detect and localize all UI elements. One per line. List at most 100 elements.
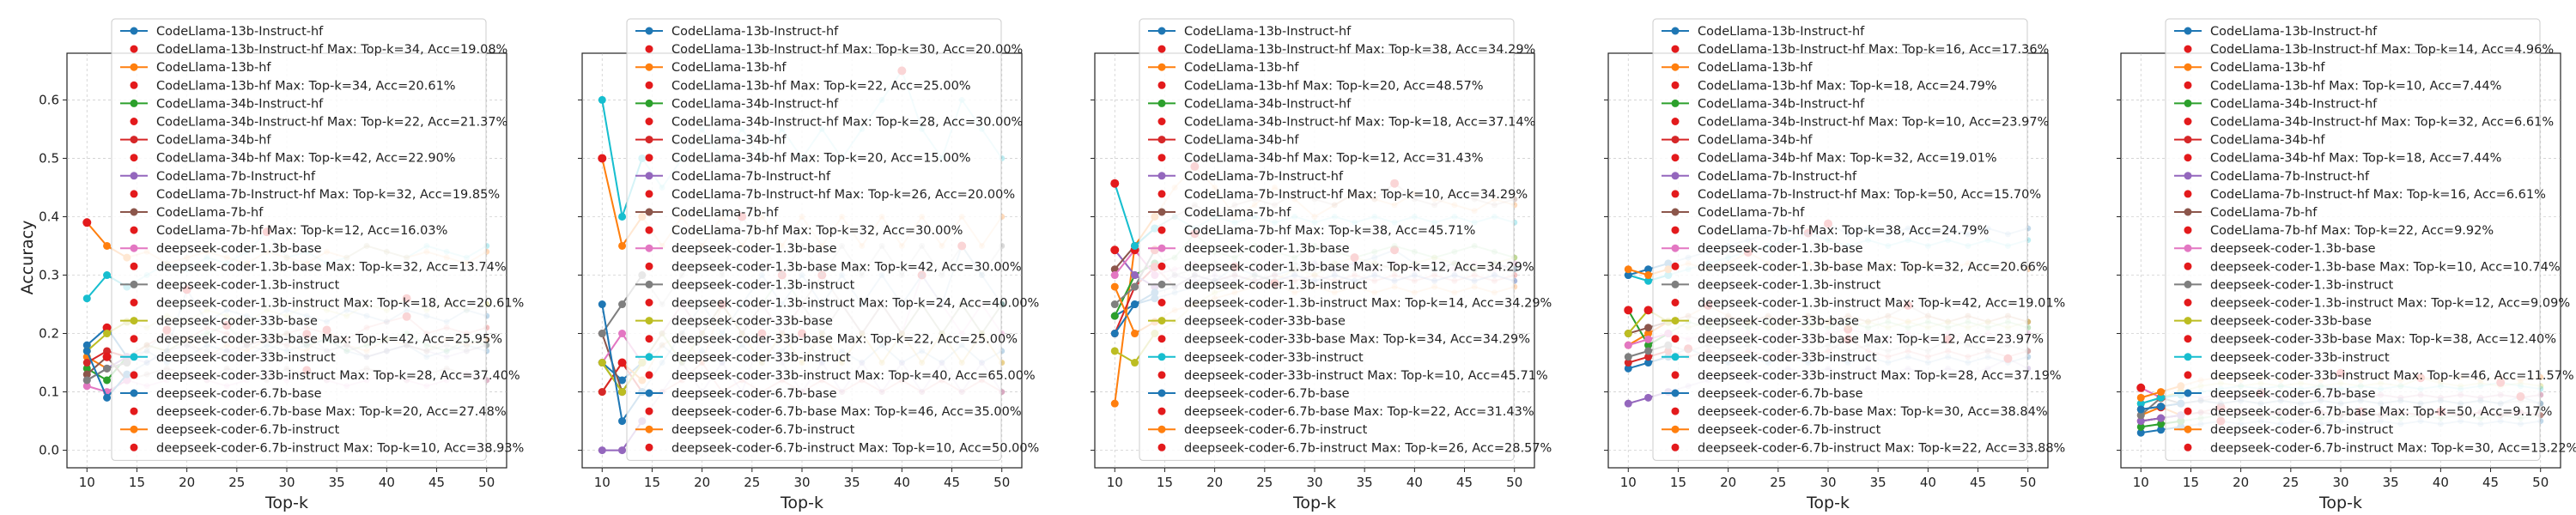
legend-max-swatch <box>1671 226 1680 234</box>
data-point <box>1624 364 1632 373</box>
legend-max-entry: deepseek-coder-1.3b-instruct Max: Top-k=… <box>156 297 524 311</box>
x-tick-label: 25 <box>744 475 760 490</box>
legend-max-entry: deepseek-coder-1.3b-base Max: Top-k=32, … <box>1698 260 2048 274</box>
chart-panel-1: 10 15 20 25 30 35 40 45 50 0.0 0.1 0.2 0.3 0.4 0.5 0.6 T… <box>39 18 524 512</box>
legend-box <box>1652 18 2028 461</box>
data-point <box>1110 265 1119 274</box>
legend-max-entry: deepseek-coder-1.3b-instruct Max: Top-k=… <box>1184 297 1552 311</box>
x-tick-label: 40 <box>1920 475 1936 490</box>
legend-max-swatch <box>645 262 653 270</box>
data-point <box>1624 353 1632 361</box>
y-tick-label: 0.6 <box>39 92 59 107</box>
x-tick-label: 10 <box>594 475 611 490</box>
legend-max-entry: deepseek-coder-6.7b-instruct Max: Top-k=… <box>671 441 1039 455</box>
legend-max-entry: deepseek-coder-33b-base Max: Top-k=42, A… <box>156 333 502 347</box>
x-tick-label: 15 <box>129 475 145 490</box>
legend-entry: deepseek-coder-33b-instruct <box>1184 351 1364 365</box>
legend-max-entry: CodeLlama-34b-Instruct-hf Max: Top-k=32,… <box>2210 116 2554 130</box>
legend-max-entry: CodeLlama-13b-Instruct-hf Max: Top-k=16,… <box>1698 43 2049 57</box>
data-point <box>82 341 91 349</box>
data-point <box>2157 403 2166 411</box>
legend-max-swatch <box>2184 335 2192 343</box>
legend-max-entry: CodeLlama-7b-hf Max: Top-k=32, Acc=30.00… <box>671 224 963 238</box>
legend-entry: CodeLlama-13b-Instruct-hf <box>671 25 839 39</box>
legend-max-entry: CodeLlama-34b-Instruct-hf Max: Top-k=18,… <box>1184 116 1535 130</box>
x-tick-label: 50 <box>2020 475 2036 490</box>
legend-max-swatch <box>130 443 138 451</box>
legend-entry: deepseek-coder-1.3b-instruct <box>156 278 340 292</box>
chart-panel-4: 10 15 20 25 30 35 40 45 50 Top-k CodeLlama-13b-Ins… <box>1604 18 2065 512</box>
x-tick-label: 30 <box>1306 475 1322 490</box>
legend-box <box>1139 18 1515 461</box>
legend-max-entry: CodeLlama-34b-hf Max: Top-k=12, Acc=31.4… <box>1184 152 1484 166</box>
legend-box <box>111 18 487 461</box>
legend-point-swatch <box>2184 244 2192 252</box>
chart-panel-5: 10 15 20 25 30 35 40 45 50 Top-k CodeLlama-13b-Ins… <box>2117 18 2576 512</box>
chart-panel-3: 10 15 20 25 30 35 40 45 50 Top-k CodeLlama-13b-Ins… <box>1091 18 1552 512</box>
x-tick-label: 40 <box>379 475 395 490</box>
data-point <box>1624 359 1632 367</box>
legend-max-swatch <box>130 335 138 343</box>
legend-max-swatch <box>1157 443 1166 451</box>
x-axis-label: Top-k <box>1292 494 1336 512</box>
data-point <box>618 241 627 250</box>
legend-entry: CodeLlama-7b-hf <box>671 206 779 220</box>
legend-point-swatch <box>1671 244 1680 252</box>
legend-max-entry: CodeLlama-34b-hf Max: Top-k=32, Acc=19.0… <box>1698 152 1997 166</box>
legend-max-entry: CodeLlama-7b-Instruct-hf Max: Top-k=16, … <box>2210 188 2546 202</box>
legend-max-swatch <box>1157 299 1166 306</box>
legend-point-swatch <box>1157 425 1166 433</box>
legend-max-entry: deepseek-coder-33b-instruct Max: Top-k=4… <box>671 369 1036 383</box>
legend-max-entry: CodeLlama-7b-Instruct-hf Max: Top-k=26, … <box>671 188 1015 202</box>
legend-max-swatch <box>645 443 653 451</box>
legend-entry: deepseek-coder-6.7b-instruct <box>1698 423 1881 437</box>
legend-max-swatch <box>2184 262 2192 270</box>
legend: CodeLlama-13b-Instruct-hf CodeLlama-13b-I… <box>1139 18 1552 461</box>
legend-entry: CodeLlama-13b-Instruct-hf <box>1184 25 1352 39</box>
data-point <box>1110 347 1119 355</box>
legend-max-swatch <box>1671 407 1680 415</box>
legend-entry: CodeLlama-7b-hf <box>1184 206 1291 220</box>
data-point <box>2157 393 2166 402</box>
data-point <box>82 359 91 367</box>
data-point <box>1644 276 1653 285</box>
legend-entry: deepseek-coder-33b-base <box>156 315 318 329</box>
legend-entry: deepseek-coder-1.3b-base <box>671 242 837 256</box>
legend-point-swatch <box>1157 172 1166 180</box>
data-point <box>82 347 91 355</box>
x-tick-label: 35 <box>2383 475 2399 490</box>
max-marker <box>102 323 112 332</box>
data-point <box>598 446 606 455</box>
data-point <box>618 300 627 309</box>
x-tick-label: 10 <box>1107 475 1123 490</box>
x-tick-label: 10 <box>2133 475 2149 490</box>
legend-entry: deepseek-coder-6.7b-base <box>2210 387 2376 401</box>
legend-entry: deepseek-coder-33b-base <box>1698 315 1859 329</box>
data-point <box>1624 265 1632 274</box>
legend-entry: CodeLlama-34b-Instruct-hf <box>156 97 324 111</box>
data-point <box>103 393 112 402</box>
legend-entry: deepseek-coder-1.3b-base <box>156 242 322 256</box>
legend-max-swatch <box>130 118 138 125</box>
data-point <box>1644 341 1653 349</box>
data-point <box>1644 271 1653 280</box>
legend-entry: deepseek-coder-1.3b-instruct <box>671 278 855 292</box>
legend-box <box>2165 18 2541 461</box>
legend-max-swatch <box>645 226 653 234</box>
legend-max-entry: CodeLlama-34b-hf Max: Top-k=20, Acc=15.0… <box>671 152 971 166</box>
legend-max-swatch <box>130 407 138 415</box>
max-marker <box>102 352 112 361</box>
legend-max-swatch <box>2184 443 2192 451</box>
data-point <box>1624 330 1632 338</box>
legend-point-swatch <box>645 317 653 325</box>
legend-entry: CodeLlama-34b-hf <box>671 134 787 148</box>
x-tick-label: 20 <box>2233 475 2249 490</box>
legend-max-entry: deepseek-coder-6.7b-base Max: Top-k=22, … <box>1184 405 1534 419</box>
data-point <box>1131 241 1139 250</box>
legend: CodeLlama-13b-Instruct-hf CodeLlama-13b-I… <box>1652 18 2065 461</box>
x-axis-label: Top-k <box>2318 494 2362 512</box>
legend-max-swatch <box>1671 443 1680 451</box>
legend-max-swatch <box>645 371 653 379</box>
legend-max-entry: deepseek-coder-1.3b-base Max: Top-k=32, … <box>156 260 507 274</box>
